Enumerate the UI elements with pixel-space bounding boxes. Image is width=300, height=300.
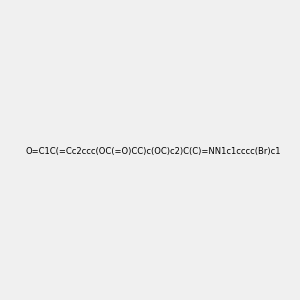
Text: O=C1C(=Cc2ccc(OC(=O)CC)c(OC)c2)C(C)=NN1c1cccc(Br)c1: O=C1C(=Cc2ccc(OC(=O)CC)c(OC)c2)C(C)=NN1c… — [26, 147, 281, 156]
